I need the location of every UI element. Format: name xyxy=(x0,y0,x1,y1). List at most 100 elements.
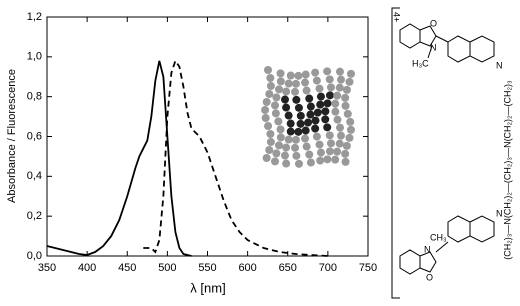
x-tick-label: 500 xyxy=(158,262,176,274)
dna-atom xyxy=(286,127,295,136)
dna-atom xyxy=(282,143,291,152)
atom: O xyxy=(426,272,433,282)
x-tick-label: 350 xyxy=(38,262,56,274)
dna-atom xyxy=(272,93,281,102)
dna-atom xyxy=(323,123,332,132)
dna-atom xyxy=(292,95,301,104)
dna-atom xyxy=(315,140,324,149)
dna-atom xyxy=(264,66,272,74)
dna-atom xyxy=(275,85,284,94)
bond xyxy=(435,35,449,43)
dna-atom xyxy=(284,79,293,88)
dna-atom xyxy=(316,100,325,109)
dna-atom xyxy=(341,101,350,110)
dna-atom xyxy=(291,135,300,144)
x-tick-label: 550 xyxy=(198,262,216,274)
dna-atom xyxy=(286,119,295,128)
dna-atom xyxy=(262,98,271,106)
dna-image xyxy=(261,66,355,168)
y-tick-label: 0,6 xyxy=(27,130,42,142)
dna-atom xyxy=(345,133,354,142)
charge: 4+ xyxy=(392,12,402,22)
dna-atom xyxy=(301,78,310,87)
dna-atom xyxy=(321,107,330,116)
dna-atom xyxy=(336,75,345,84)
dna-atom xyxy=(284,111,293,120)
dna-atom xyxy=(331,99,340,108)
atom: O xyxy=(430,18,437,28)
x-tick-label: 400 xyxy=(78,262,96,274)
dna-atom xyxy=(342,141,351,150)
chemical-structure: 4+ O N H₃C N (CH₂)₃—N(CH₂)₂—(CH₂)₃—N(CH₂… xyxy=(391,7,512,299)
dna-atom xyxy=(342,85,351,94)
dna-atom xyxy=(316,148,325,157)
dna-atom xyxy=(313,108,322,117)
dna-atom xyxy=(266,138,275,146)
dna-atom xyxy=(316,92,325,101)
dna-atom xyxy=(333,115,342,124)
x-tick-label: 700 xyxy=(319,262,337,274)
dna-atom xyxy=(306,110,315,119)
dna-atom xyxy=(311,116,320,125)
y-axis-label: Absorbance / Fluorescence xyxy=(6,69,18,203)
bond xyxy=(427,45,433,59)
y-tick-label: 1,0 xyxy=(27,51,42,63)
dna-atom xyxy=(341,149,350,158)
dna-atom xyxy=(282,103,291,112)
dna-atom xyxy=(292,151,301,160)
dna-atom xyxy=(311,68,320,77)
dna-atom xyxy=(341,93,350,102)
dna-atom xyxy=(333,147,342,156)
dna-atom xyxy=(304,118,313,127)
dna-atom xyxy=(333,91,342,100)
dna-atom xyxy=(271,101,280,110)
dna-atom xyxy=(345,77,354,86)
ring xyxy=(399,23,421,49)
dna-atom xyxy=(335,83,344,92)
dna-atom xyxy=(335,67,344,76)
dna-atom xyxy=(266,74,275,82)
dna-atom xyxy=(326,83,335,92)
y-tick-label: 1,2 xyxy=(27,11,42,23)
dna-atom xyxy=(266,82,275,90)
dna-atom xyxy=(321,115,330,124)
ring xyxy=(419,251,437,273)
y-tick-label: 0,8 xyxy=(27,91,42,103)
dna-atom xyxy=(284,135,293,144)
linker: (CH₂)₃—N(CH₂)₂—(CH₂)₃—N(CH₂)₂—(CH₂)₃ xyxy=(502,80,512,260)
dna-atom xyxy=(262,154,271,162)
dna-atom xyxy=(296,111,305,120)
dna-atom xyxy=(291,79,300,88)
dna-atom xyxy=(281,151,290,160)
atom: N xyxy=(424,244,431,254)
dna-atom xyxy=(261,114,270,122)
dna-atom xyxy=(294,159,303,168)
dna-atom xyxy=(274,117,283,126)
dna-atom xyxy=(302,142,311,151)
dna-atom xyxy=(294,71,303,80)
spectrum-line xyxy=(46,60,192,257)
x-tick-label: 450 xyxy=(118,262,136,274)
dna-atom xyxy=(276,133,285,142)
dna-atom xyxy=(264,122,273,130)
dna-atom xyxy=(323,67,332,76)
dna-atom xyxy=(336,123,345,132)
dna-atom xyxy=(346,125,355,134)
atom: H₃C xyxy=(412,58,429,68)
dna-atom xyxy=(306,158,315,167)
atom: N xyxy=(496,208,503,218)
bracket xyxy=(391,7,400,299)
spectrum-line xyxy=(143,58,328,257)
dna-atom xyxy=(272,149,281,158)
dna-atom xyxy=(301,70,310,79)
dna-atom xyxy=(296,119,305,128)
dna-atom xyxy=(301,134,310,143)
dna-atom xyxy=(326,139,335,148)
atom: N xyxy=(430,42,437,52)
dna-atom xyxy=(311,124,320,133)
dna-atom xyxy=(335,139,344,148)
ring xyxy=(419,25,437,47)
dna-atom xyxy=(323,155,332,164)
dna-atom xyxy=(346,69,355,78)
